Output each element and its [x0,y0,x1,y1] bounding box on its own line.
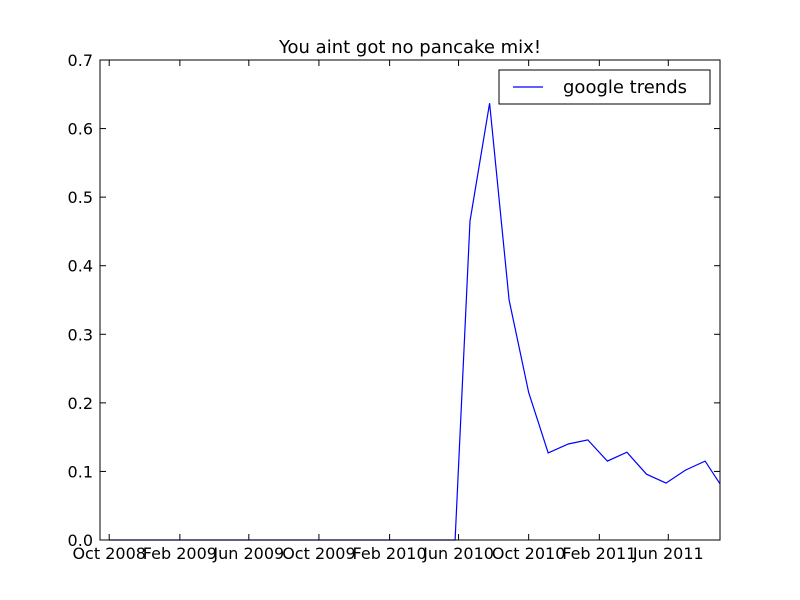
y-tick-label: 0.1 [68,462,93,481]
x-tick-label: Jun 2010 [422,544,494,563]
x-tick-label: Oct 2010 [492,544,565,563]
axes-frame [99,59,721,541]
x-tick-label: Feb 2011 [562,544,636,563]
chart-title: You aint got no pancake mix! [278,37,541,58]
plot-area [109,103,721,541]
y-tick-label: 0.6 [68,120,93,139]
legend-label: google trends [563,77,687,98]
series-line-0 [109,103,721,541]
y-tick-label: 0.5 [68,188,93,207]
y-tick-label: 0.3 [68,325,93,344]
x-tick-label: Oct 2009 [282,544,355,563]
x-tick-label: Feb 2009 [143,544,217,563]
x-tick-label: Jun 2011 [632,544,704,563]
y-tick-label: 0.7 [68,51,93,70]
y-tick-label: 0.0 [68,531,93,550]
y-tick-label: 0.4 [68,257,93,276]
x-tick-label: Oct 2008 [72,544,145,563]
legend: google trends [498,69,711,105]
y-tick-label: 0.2 [68,394,93,413]
x-tick-label: Feb 2010 [353,544,427,563]
x-tick-label: Jun 2009 [212,544,284,563]
